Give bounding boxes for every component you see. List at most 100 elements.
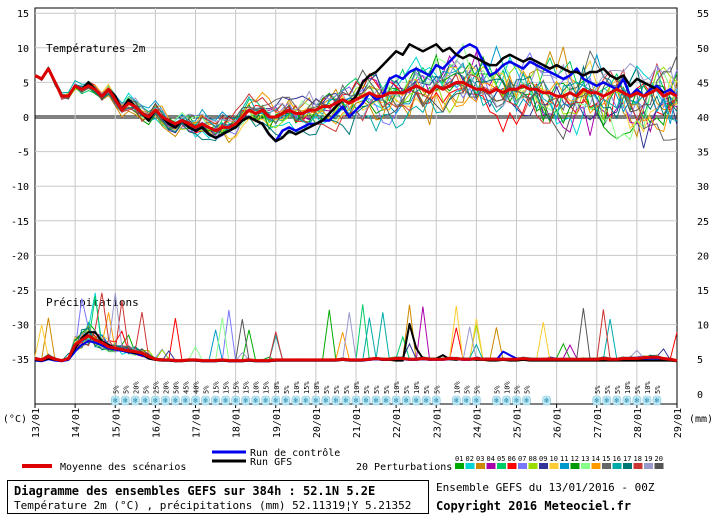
snow-flake-marker: [261, 395, 271, 406]
right-tick-label: 30: [697, 182, 709, 193]
legend-perturbation-swatch: [654, 463, 664, 469]
snow-probability-label: 5%: [343, 385, 351, 394]
legend-perturbation-swatch: [602, 463, 611, 469]
snow-flake-marker: [120, 395, 130, 406]
snowflake-icon: ❄: [434, 396, 439, 405]
snow-flake-marker: [110, 395, 120, 406]
legend-perturbation-swatch: [497, 463, 506, 469]
legend-perturbation-swatch: [465, 463, 475, 469]
legend-perturbation-swatch: [644, 463, 653, 469]
legend-perturbation-number: 15: [602, 455, 610, 463]
right-tick-label: 40: [697, 113, 709, 124]
snow-probability-label: 15%: [223, 381, 231, 394]
snow-flake-marker: [211, 395, 220, 406]
snow-probability-label: 5%: [514, 385, 522, 394]
snow-probability-label: 5%: [403, 385, 411, 394]
snow-flake-marker: [391, 395, 401, 406]
snowflake-icon: ❄: [524, 396, 529, 405]
snow-flake-marker: [171, 395, 180, 406]
snow-probability-label: 10%: [253, 381, 261, 394]
legend-perturbation-number: 07: [518, 455, 526, 463]
date-label: 14/01: [71, 408, 82, 438]
legend-perturbation-number: 04: [487, 455, 495, 463]
legend-perturbation-number: 03: [476, 455, 484, 463]
date-label: 28/01: [633, 408, 644, 438]
snowflake-icon: ❄: [494, 396, 499, 405]
snowflake-icon: ❄: [604, 396, 609, 405]
snow-probability-label: 10%: [313, 381, 321, 394]
snowflake-icon: ❄: [233, 396, 238, 405]
snow-flake-marker: [321, 395, 331, 406]
legend-perturbation-number: 09: [539, 455, 547, 463]
snowflake-icon: ❄: [243, 396, 248, 405]
legend-perturbation-swatch: [486, 463, 496, 469]
snowflake-icon: ❄: [464, 396, 469, 405]
snowflake-icon: ❄: [454, 396, 459, 405]
snow-flake-marker: [502, 395, 511, 406]
snow-flake-marker: [281, 395, 291, 406]
legend-perturbation-swatch: [518, 463, 527, 469]
snow-probability-label: 5%: [594, 385, 602, 394]
perturbation-temperature-line: [34, 59, 678, 124]
snow-flake-marker: [421, 395, 431, 406]
snow-probability-label: 5%: [363, 385, 371, 394]
snowflake-icon: ❄: [374, 396, 379, 405]
snow-probability-label: 5%: [283, 385, 291, 394]
snowflake-icon: ❄: [173, 396, 178, 405]
snow-flake-marker: [131, 395, 140, 406]
snow-probability-label: 15%: [233, 381, 241, 394]
legend-perturbation-number: 18: [634, 455, 642, 463]
snowflake-icon: ❄: [123, 396, 128, 405]
snowflake-icon: ❄: [153, 396, 158, 405]
date-label: 24/01: [472, 408, 483, 438]
snowflake-icon: ❄: [414, 396, 419, 405]
snowflake-icon: ❄: [634, 396, 639, 405]
legend-perturbation-swatch: [507, 463, 517, 469]
snowflake-icon: ❄: [424, 396, 429, 405]
snowflake-icon: ❄: [323, 396, 328, 405]
snow-flake-marker: [191, 395, 200, 406]
legend-gfs-label: Run GFS: [250, 457, 292, 468]
legend-perturbation-number: 14: [592, 455, 600, 463]
legend-mean-label: Moyenne des scénarios: [60, 461, 186, 473]
right-tick-label: 20: [697, 251, 709, 262]
right-tick-label: 5: [697, 355, 703, 366]
snow-probability-label: 15%: [213, 381, 221, 394]
snow-probability-label: 5%: [323, 385, 331, 394]
snowflake-icon: ❄: [183, 396, 188, 405]
snowflake-icon: ❄: [263, 396, 268, 405]
snowflake-icon: ❄: [313, 396, 318, 405]
snowflake-icon: ❄: [394, 396, 399, 405]
left-tick-label: -15: [11, 217, 29, 228]
snow-flake-marker: [361, 395, 371, 406]
left-tick-label: 0: [23, 113, 29, 124]
snowflake-icon: ❄: [364, 396, 369, 405]
left-tick-label: -20: [11, 251, 29, 262]
snow-flake-marker: [542, 395, 551, 406]
snow-probability-label: 40%: [193, 381, 201, 394]
date-label: 16/01: [151, 408, 162, 438]
legend-perturbation-swatch: [476, 463, 485, 469]
legend-perturbation-swatch: [560, 463, 569, 469]
legend-perturbation-number: 12: [571, 455, 579, 463]
gefs-ensemble-chart: 151050-5-10-15-20-25-30-3555504540353025…: [3, 7, 713, 473]
snow-flake-marker: [271, 395, 281, 406]
legend-perturbation-number: 20: [655, 455, 663, 463]
panel-label-temperature: Températures 2m: [46, 42, 146, 55]
snow-flake-marker: [592, 395, 602, 406]
legend-perturbation-swatch: [633, 463, 643, 469]
snowflake-icon: ❄: [113, 396, 118, 405]
snowflake-icon: ❄: [213, 396, 218, 405]
snowflake-icon: ❄: [283, 396, 288, 405]
left-tick-label: -30: [11, 321, 29, 332]
chart-subtitle: Température 2m (°C) , précipitations (mm…: [14, 499, 412, 512]
snow-probability-label: 25%: [152, 381, 160, 394]
legend-perturbation-swatch: [549, 463, 559, 469]
legend-perturbation-swatch: [539, 463, 548, 469]
panel-label-precip: Précipitations: [46, 296, 139, 309]
snowflake-icon: ❄: [344, 396, 349, 405]
snow-probability-label: 5%: [373, 385, 381, 394]
snowflake-icon: ❄: [293, 396, 298, 405]
snow-probability-label: 5%: [634, 385, 642, 394]
snow-flake-marker: [151, 395, 160, 406]
